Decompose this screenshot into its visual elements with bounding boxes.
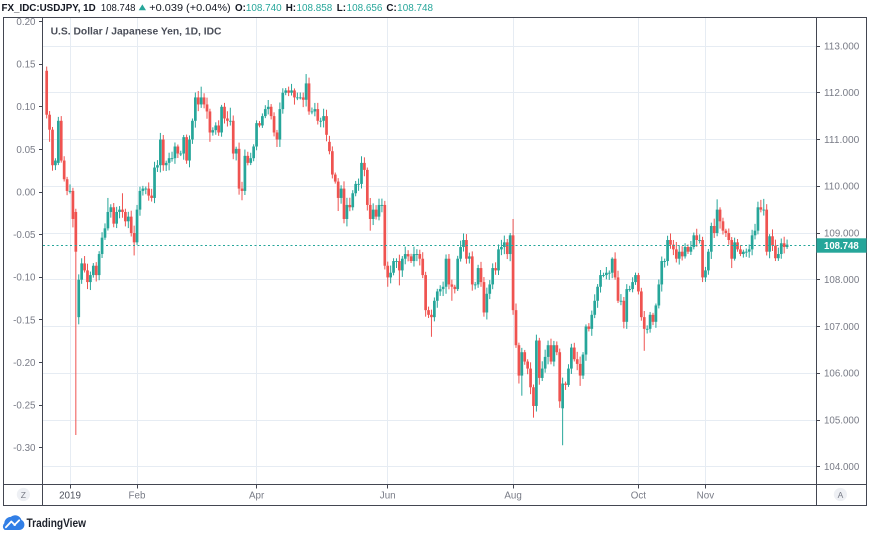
- svg-text:A: A: [838, 490, 844, 500]
- svg-text:-0.20: -0.20: [13, 358, 36, 369]
- svg-text:-0.15: -0.15: [13, 315, 36, 326]
- svg-text:U.S. Dollar / Japanese Yen, 1D: U.S. Dollar / Japanese Yen, 1D, IDC: [51, 26, 222, 38]
- svg-text:108.748: 108.748: [397, 3, 433, 14]
- svg-text:Oct: Oct: [631, 491, 647, 502]
- svg-text:0.05: 0.05: [16, 145, 36, 156]
- svg-text:TradingView: TradingView: [27, 516, 87, 530]
- svg-text:O:: O:: [235, 3, 246, 14]
- svg-text:109.000: 109.000: [824, 228, 860, 239]
- svg-text:Aug: Aug: [504, 491, 521, 502]
- svg-text:0.10: 0.10: [16, 102, 36, 113]
- svg-text:108.740: 108.740: [246, 3, 282, 14]
- svg-text:108.748: 108.748: [824, 241, 859, 252]
- svg-text:-0.10: -0.10: [13, 273, 36, 284]
- svg-text:104.000: 104.000: [824, 462, 860, 473]
- svg-text:-0.25: -0.25: [13, 401, 36, 412]
- svg-text:108.000: 108.000: [824, 275, 860, 286]
- svg-text:Apr: Apr: [249, 491, 265, 502]
- svg-text:+0.039 (+0.04%): +0.039 (+0.04%): [149, 3, 230, 14]
- svg-text:0.20: 0.20: [16, 17, 36, 28]
- svg-text:0.15: 0.15: [16, 60, 36, 71]
- svg-text:Z: Z: [21, 490, 26, 500]
- svg-text:112.000: 112.000: [824, 88, 860, 99]
- svg-text:113.000: 113.000: [824, 41, 860, 52]
- svg-text:C:: C:: [386, 3, 396, 14]
- svg-text:Nov: Nov: [697, 491, 715, 502]
- svg-text:107.000: 107.000: [824, 322, 860, 333]
- svg-text:105.000: 105.000: [824, 415, 860, 426]
- svg-text:106.000: 106.000: [824, 369, 860, 380]
- svg-text:-0.30: -0.30: [13, 443, 36, 454]
- svg-text:108.748: 108.748: [101, 3, 136, 14]
- svg-text:Jun: Jun: [380, 491, 396, 502]
- svg-text:Feb: Feb: [129, 491, 146, 502]
- svg-text:H:: H:: [286, 3, 296, 14]
- svg-text:FX_IDC:USDJPY, 1D: FX_IDC:USDJPY, 1D: [2, 3, 96, 14]
- svg-text:111.000: 111.000: [824, 135, 860, 146]
- svg-text:-0.05: -0.05: [13, 230, 36, 241]
- svg-text:108.656: 108.656: [347, 3, 383, 14]
- svg-text:0.00: 0.00: [16, 187, 36, 198]
- svg-text:L:: L:: [337, 3, 346, 14]
- svg-text:2019: 2019: [59, 491, 81, 502]
- svg-text:108.858: 108.858: [297, 3, 333, 14]
- svg-text:110.000: 110.000: [824, 182, 860, 193]
